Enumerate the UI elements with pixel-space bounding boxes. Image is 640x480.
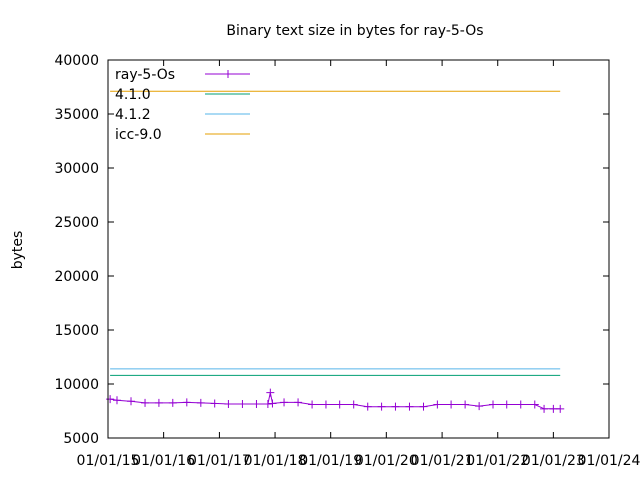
data-point: [268, 399, 277, 408]
data-point: [168, 398, 177, 407]
data-point: [141, 398, 150, 407]
data-point: [447, 400, 456, 409]
data-point: [377, 402, 386, 411]
y-tick-label: 40000: [54, 53, 99, 69]
x-tick-label: 01/01/22: [466, 453, 529, 469]
data-point: [461, 400, 470, 409]
data-point: [154, 398, 163, 407]
data-point: [127, 397, 136, 406]
legend: ray-5-Os 4.1.0 4.1.2 icc-9.0: [115, 67, 250, 143]
data-point: [224, 399, 233, 408]
data-point: [263, 399, 272, 408]
data-point: [266, 388, 275, 397]
data-point: [549, 404, 558, 413]
y-tick-label: 25000: [54, 215, 99, 231]
data-point: [556, 404, 565, 413]
data-point: [419, 402, 428, 411]
y-axis-label: bytes: [10, 231, 26, 270]
data-point: [308, 400, 317, 409]
y-tick-label: 30000: [54, 161, 99, 177]
data-point: [252, 399, 261, 408]
data-point: [433, 400, 442, 409]
x-tick-label: 01/01/15: [77, 453, 140, 469]
x-tick-label: 01/01/17: [188, 453, 251, 469]
data-point: [349, 400, 358, 409]
data-point: [391, 402, 400, 411]
x-tick-label: 01/01/21: [411, 453, 474, 469]
data-point: [516, 400, 525, 409]
y-tick-label: 35000: [54, 107, 99, 123]
data-point: [106, 395, 115, 404]
data-point: [112, 396, 121, 405]
chart-title: Binary text size in bytes for ray-5-Os: [226, 23, 483, 39]
legend-label: icc-9.0: [115, 127, 162, 143]
data-point: [540, 404, 549, 413]
data-point: [294, 398, 303, 407]
series-layer: [106, 90, 565, 413]
data-point: [182, 398, 191, 407]
legend-marker: [224, 70, 232, 78]
data-point: [475, 402, 484, 411]
x-tick-label: 01/01/19: [299, 453, 362, 469]
data-point: [196, 398, 205, 407]
data-point: [489, 400, 498, 409]
x-tick-label: 01/01/20: [355, 453, 418, 469]
data-point: [530, 400, 539, 409]
legend-label: 4.1.2: [115, 107, 151, 123]
data-point: [363, 402, 372, 411]
data-point: [321, 400, 330, 409]
data-point: [238, 399, 247, 408]
plot-frame: [107, 59, 610, 439]
y-tick-label: 15000: [54, 323, 99, 339]
data-point: [405, 402, 414, 411]
y-tick-label: 5000: [63, 431, 99, 447]
x-tick-label: 01/01/18: [244, 453, 307, 469]
data-point: [280, 398, 289, 407]
axes: 5000 10000 15000 20000 25000 30000 35000 40000 0…: [54, 53, 640, 469]
data-point: [502, 400, 511, 409]
legend-label: 4.1.0: [115, 87, 151, 103]
data-point: [210, 399, 219, 408]
x-tick-label: 01/01/24: [578, 453, 640, 469]
x-tick-label: 01/01/16: [132, 453, 195, 469]
y-tick-label: 10000: [54, 377, 99, 393]
x-tick-label: 01/01/23: [522, 453, 585, 469]
y-tick-label: 20000: [54, 269, 99, 285]
legend-label: ray-5-Os: [115, 67, 175, 83]
data-point: [335, 400, 344, 409]
